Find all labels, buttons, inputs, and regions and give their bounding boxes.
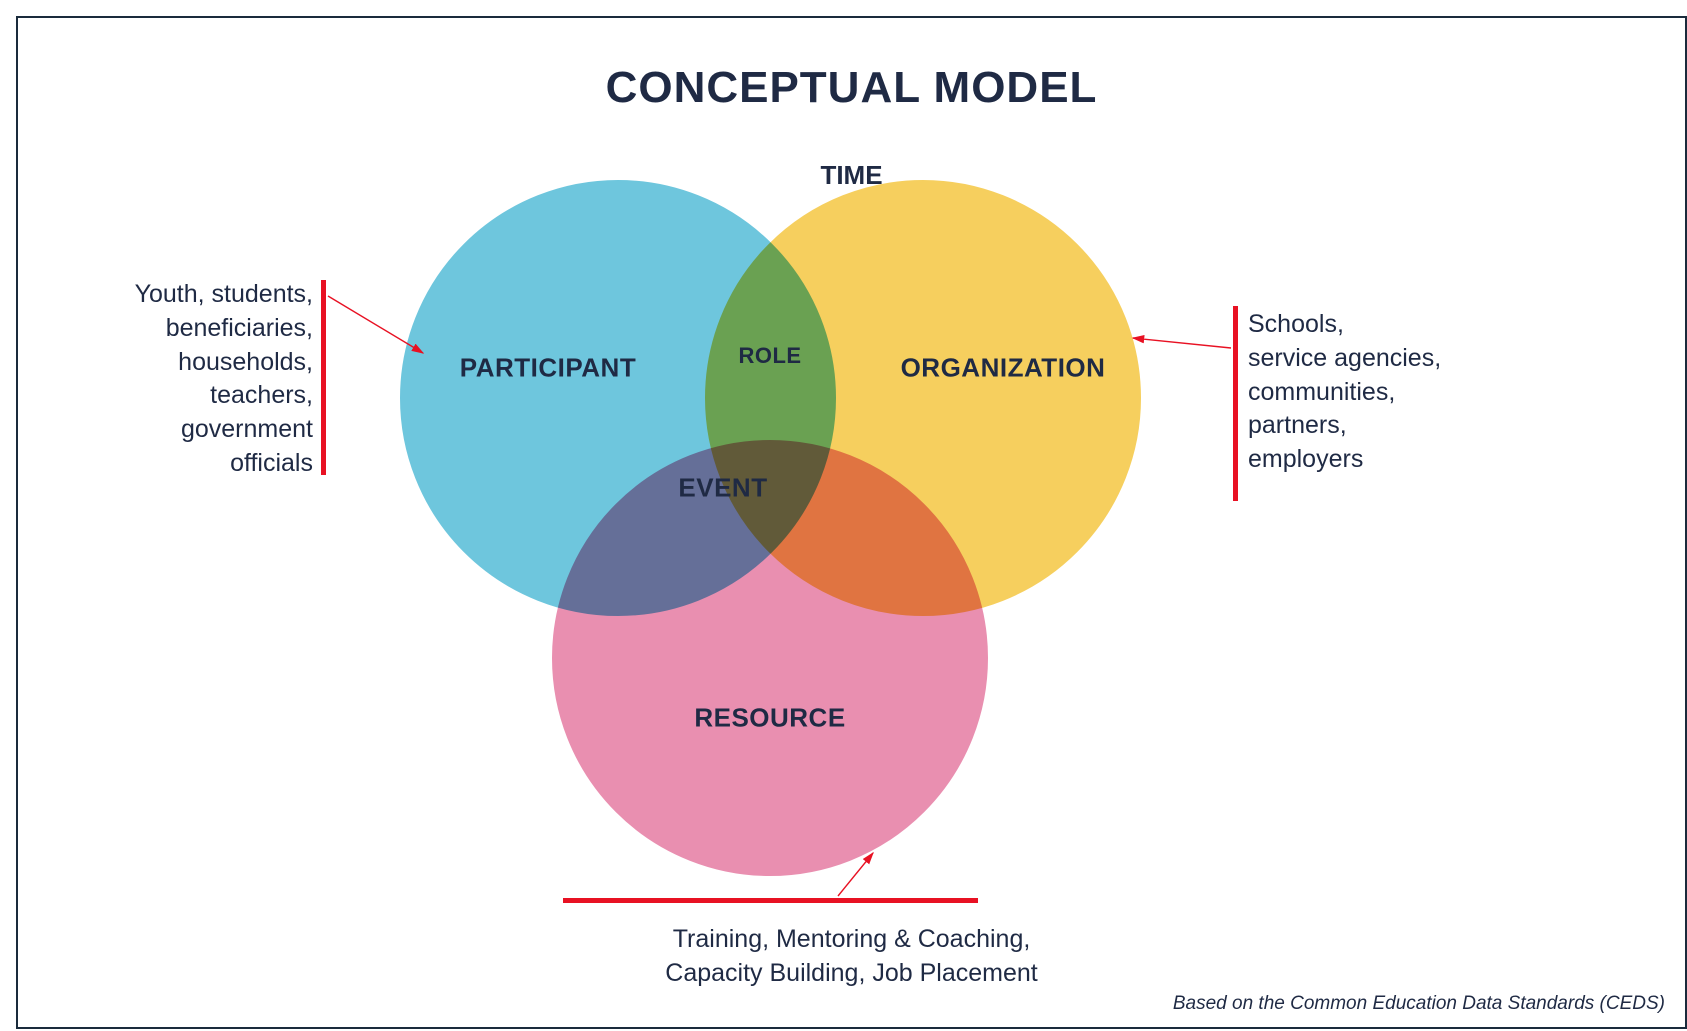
venn-label-resource: RESOURCE — [694, 703, 845, 734]
accent-bar-right — [1233, 306, 1238, 501]
diagram-frame: CONCEPTUAL MODEL TIME PARTICIPANT ORGANI… — [16, 16, 1687, 1029]
callout-organization: Schools,service agencies,communities,par… — [1248, 308, 1568, 477]
footnote: Based on the Common Education Data Stand… — [1173, 993, 1665, 1015]
callout-participant: Youth, students,beneficiaries,households… — [63, 278, 313, 481]
venn-label-participant: PARTICIPANT — [460, 353, 636, 384]
page-title: CONCEPTUAL MODEL — [18, 63, 1685, 113]
venn-label-organization: ORGANIZATION — [901, 353, 1106, 384]
accent-bar-left — [321, 280, 326, 475]
time-label: TIME — [18, 160, 1685, 191]
venn-label-event: EVENT — [678, 473, 767, 504]
arrow-right — [1133, 338, 1231, 348]
venn-circle-resource — [550, 438, 990, 878]
venn-label-role: ROLE — [738, 343, 801, 369]
accent-bar-bottom — [563, 898, 978, 903]
callout-resource: Training, Mentoring & Coaching,Capacity … — [18, 923, 1685, 991]
